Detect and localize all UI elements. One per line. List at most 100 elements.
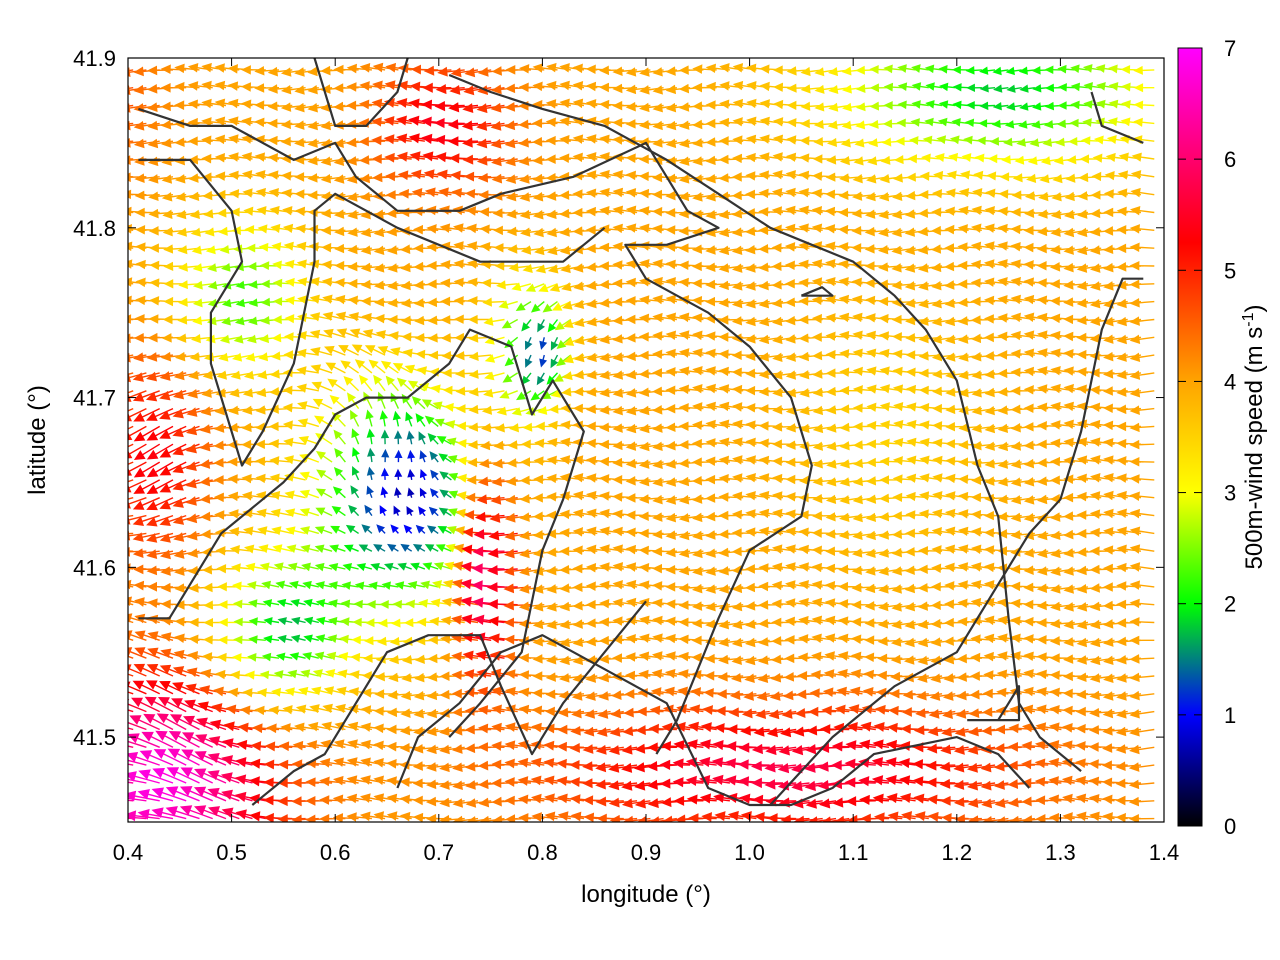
wind-arrow xyxy=(511,407,532,416)
wind-arrow xyxy=(342,562,359,572)
wind-arrow xyxy=(298,686,319,696)
wind-arrow xyxy=(376,524,386,534)
wind-arrow xyxy=(332,486,346,499)
wind-arrow xyxy=(387,543,399,552)
wind-arrow xyxy=(860,813,890,822)
wind-arrow xyxy=(157,696,187,713)
wind-arrow xyxy=(751,777,784,789)
wind-arrow xyxy=(297,418,319,428)
x-tick-label: 0.7 xyxy=(424,840,455,865)
wind-arrow xyxy=(128,461,147,476)
wind-arrow xyxy=(435,544,452,552)
wind-arrow xyxy=(141,731,174,748)
wind-arrow xyxy=(430,469,439,481)
wind-arrow xyxy=(314,526,333,535)
wind-arrow xyxy=(132,514,160,526)
colorbar-tick-label: 3 xyxy=(1224,481,1236,506)
wind-arrow xyxy=(256,508,280,518)
wind-arrow xyxy=(821,705,850,716)
wind-arrow xyxy=(299,508,320,517)
wind-arrow xyxy=(846,721,876,732)
wind-arrow xyxy=(569,742,598,753)
wind-arrow xyxy=(701,812,730,822)
wind-arrow xyxy=(194,768,227,784)
wind-arrow xyxy=(133,407,161,422)
wind-arrow xyxy=(172,461,200,474)
wind-arrow xyxy=(284,490,306,500)
wind-arrow xyxy=(128,443,134,448)
wind-arrow xyxy=(315,488,333,499)
wind-arrow xyxy=(419,450,428,463)
wind-arrow xyxy=(159,407,187,420)
wind-arrow xyxy=(595,779,624,790)
wind-arrow xyxy=(262,599,280,608)
wind-arrow xyxy=(289,652,306,661)
wind-arrow xyxy=(287,669,306,679)
wind-arrow xyxy=(403,524,413,534)
colorbar-tick-label: 6 xyxy=(1224,147,1236,172)
x-tick-label: 1.2 xyxy=(942,840,973,865)
wind-arrow xyxy=(844,777,876,788)
wind-arrow xyxy=(273,670,293,679)
wind-arrow xyxy=(269,473,293,483)
wind-arrow xyxy=(429,488,439,499)
wind-arrow xyxy=(595,744,624,755)
wind-arrow xyxy=(181,732,214,748)
wind-arrow xyxy=(282,420,306,430)
wind-arrow xyxy=(886,793,916,804)
wind-arrow xyxy=(596,727,624,737)
wind-arrow xyxy=(328,599,346,608)
y-tick-label: 41.7 xyxy=(73,386,116,411)
x-tick-label: 1.4 xyxy=(1149,840,1180,865)
wind-arrow xyxy=(275,652,293,661)
wind-arrow xyxy=(621,780,651,791)
wind-arrow xyxy=(299,489,320,499)
wind-arrow xyxy=(243,544,266,554)
colorbar-tick-label: 2 xyxy=(1224,592,1236,617)
wind-arrow xyxy=(171,698,200,713)
wind-arrow xyxy=(608,797,638,808)
wind-arrow xyxy=(750,760,784,772)
wind-arrow xyxy=(473,529,505,540)
wind-arrow xyxy=(165,786,200,802)
wind-arrow xyxy=(582,795,611,806)
wind-arrow xyxy=(831,741,863,752)
wind-arrow xyxy=(440,634,465,644)
wind-arrow xyxy=(315,598,333,608)
wind-arrow xyxy=(405,411,414,427)
wind-arrow xyxy=(427,433,439,445)
wind-arrow xyxy=(418,431,427,445)
wind-arrow xyxy=(407,580,426,590)
wind-arrow xyxy=(407,487,415,498)
wind-arrow xyxy=(410,562,426,571)
x-tick-label: 1.3 xyxy=(1045,840,1076,865)
wind-arrow xyxy=(286,544,306,554)
wind-arrow xyxy=(365,409,374,427)
wind-arrow xyxy=(194,751,227,766)
wind-arrow xyxy=(233,617,253,627)
wind-arrow xyxy=(407,449,416,463)
wind-arrow xyxy=(767,813,797,822)
wind-arrow xyxy=(231,581,253,591)
wind-arrow xyxy=(1129,654,1155,664)
wind-arrow xyxy=(258,544,280,554)
wind-arrow xyxy=(437,526,452,535)
wind-arrow xyxy=(766,727,797,738)
wind-arrow xyxy=(845,740,876,751)
wind-arrow xyxy=(329,394,346,410)
wind-arrow xyxy=(128,721,147,731)
wind-arrow xyxy=(333,429,346,445)
wind-arrow xyxy=(195,734,227,748)
wind-arrow xyxy=(132,532,160,542)
wind-arrow xyxy=(1128,796,1155,807)
wind-arrow xyxy=(751,743,784,755)
wind-arrow xyxy=(311,686,333,696)
wind-arrow xyxy=(159,514,187,527)
wind-arrow xyxy=(209,719,240,731)
wind-arrow xyxy=(727,810,757,821)
wind-arrow xyxy=(128,479,147,493)
wind-arrow xyxy=(299,526,319,535)
wind-arrow xyxy=(393,505,401,516)
wind-arrow xyxy=(165,806,200,820)
wind-arrow xyxy=(475,650,505,661)
